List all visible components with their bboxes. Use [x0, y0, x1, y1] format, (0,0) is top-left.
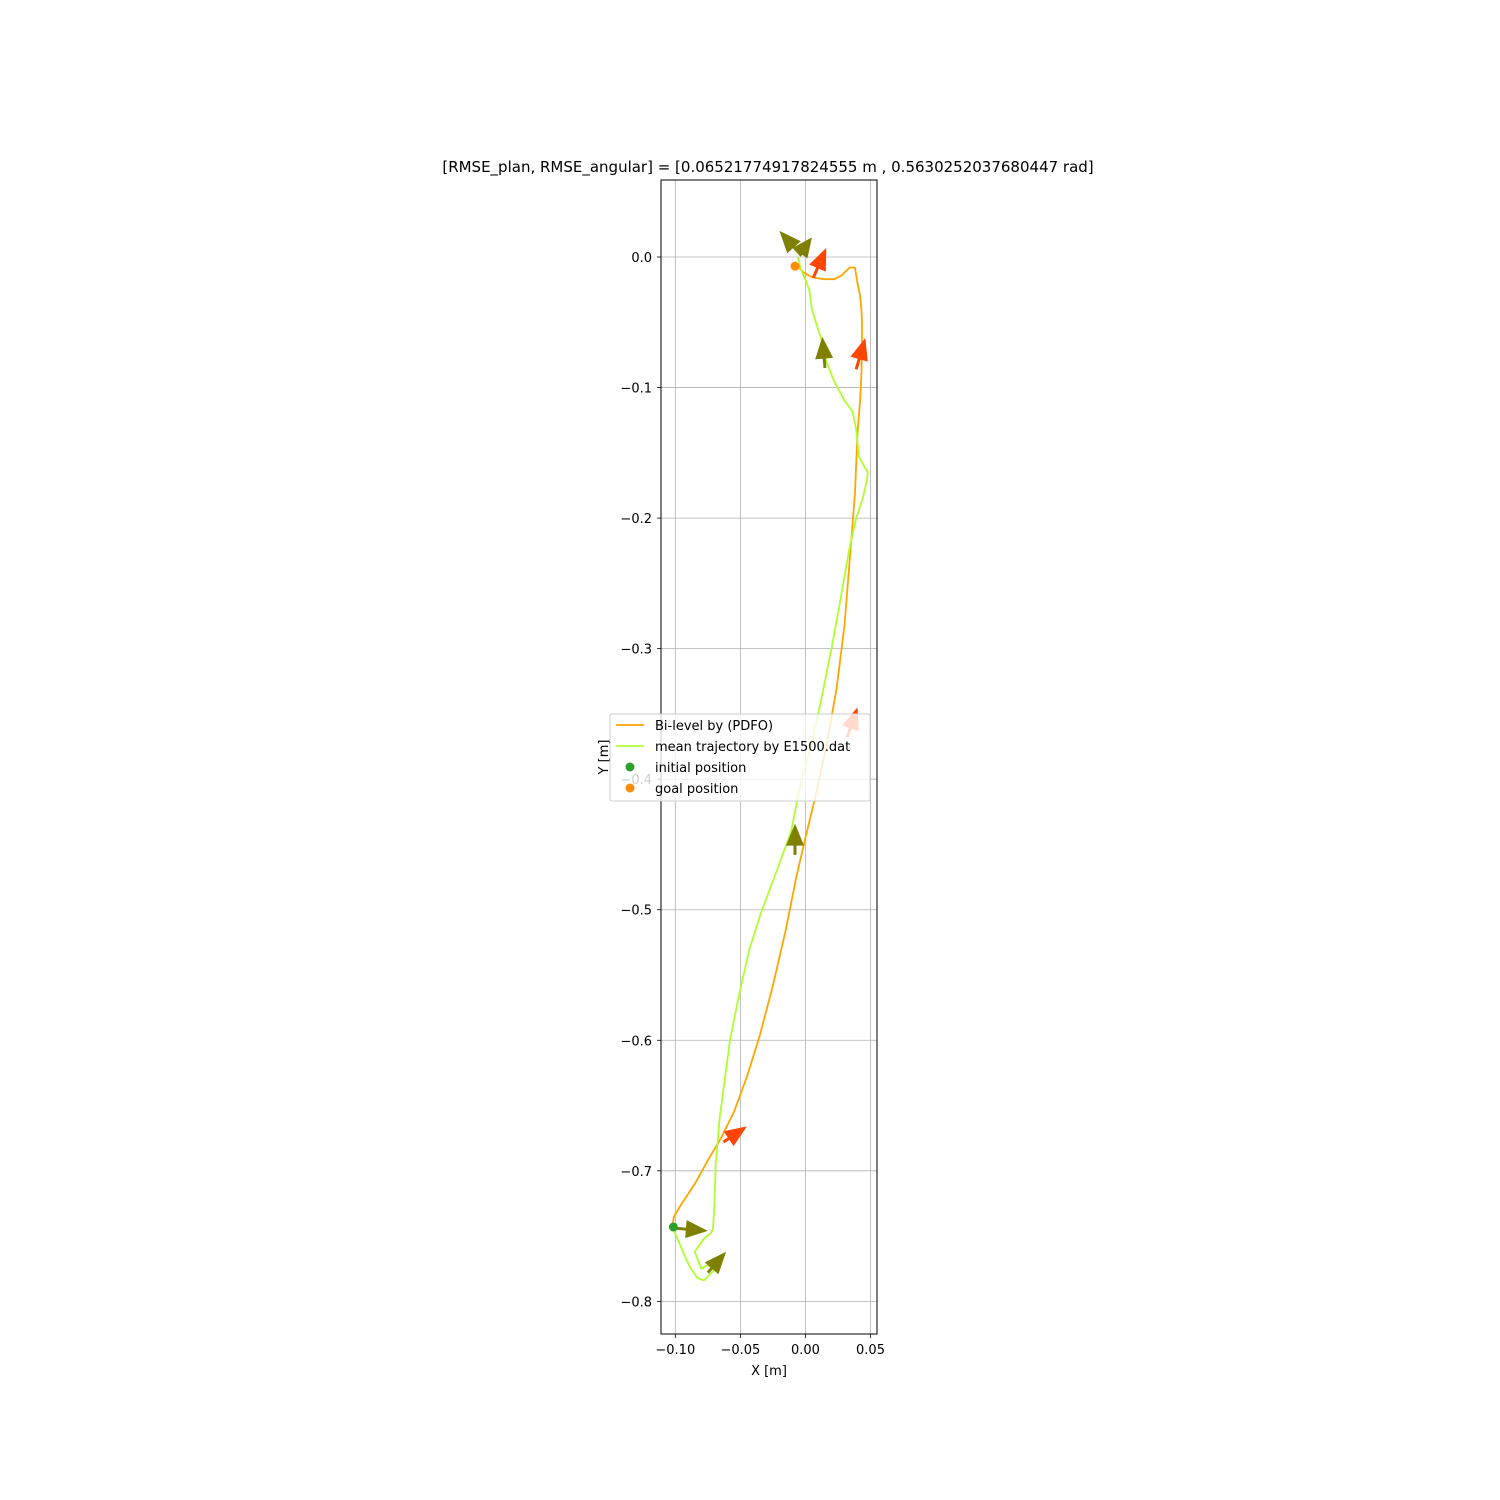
initial-position-marker [668, 1222, 678, 1232]
x-tick-label: 0.00 [791, 1343, 820, 1358]
legend-label: initial position [655, 761, 746, 776]
orientation-arrow-1 [704, 1251, 727, 1275]
y-tick-label: −0.5 [620, 904, 652, 919]
legend-dot-swatch [625, 762, 635, 772]
position-markers [668, 261, 800, 1232]
legend-box [609, 713, 871, 802]
y-tick-label: 0.0 [631, 251, 652, 266]
x-tick-label: −0.10 [655, 1343, 695, 1358]
y-axis-label: Y [m] [597, 740, 612, 776]
orientation-arrow-1 [786, 823, 804, 855]
legend: Bi-level by (PDFO) mean trajectory by E15… [609, 713, 871, 802]
x-axis-label: X [m] [751, 1364, 787, 1379]
legend-label: goal position [655, 782, 738, 797]
legend-label: Bi-level by (PDFO) [655, 719, 773, 734]
orientation-arrow-0 [809, 247, 827, 279]
goal-position-marker [790, 261, 800, 271]
chart-title: [RMSE_plan, RMSE_angular] = [0.065217749… [442, 158, 1093, 177]
legend-label: mean trajectory by E1500.dat [655, 740, 850, 755]
orientation-arrow-1 [779, 230, 803, 257]
orientation-arrow-0 [850, 338, 868, 370]
y-tick-label: −0.6 [620, 1034, 652, 1049]
x-axis-ticks: −0.10 −0.05 0.00 0.05 [655, 1334, 885, 1358]
y-tick-label: −0.3 [620, 643, 652, 658]
y-tick-label: −0.2 [620, 512, 652, 527]
y-tick-label: −0.7 [620, 1165, 652, 1180]
y-tick-label: −0.1 [620, 382, 652, 397]
y-tick-label: −0.8 [620, 1295, 652, 1310]
series-line-0 [671, 265, 863, 1228]
orientation-arrow-1 [793, 237, 812, 259]
x-tick-label: −0.05 [720, 1343, 760, 1358]
orientation-arrow-1 [675, 1220, 708, 1239]
orientation-arrow-0 [722, 1126, 747, 1147]
orientation-arrow-1 [815, 336, 834, 369]
x-tick-label: 0.05 [856, 1343, 885, 1358]
legend-dot-swatch [625, 783, 635, 793]
